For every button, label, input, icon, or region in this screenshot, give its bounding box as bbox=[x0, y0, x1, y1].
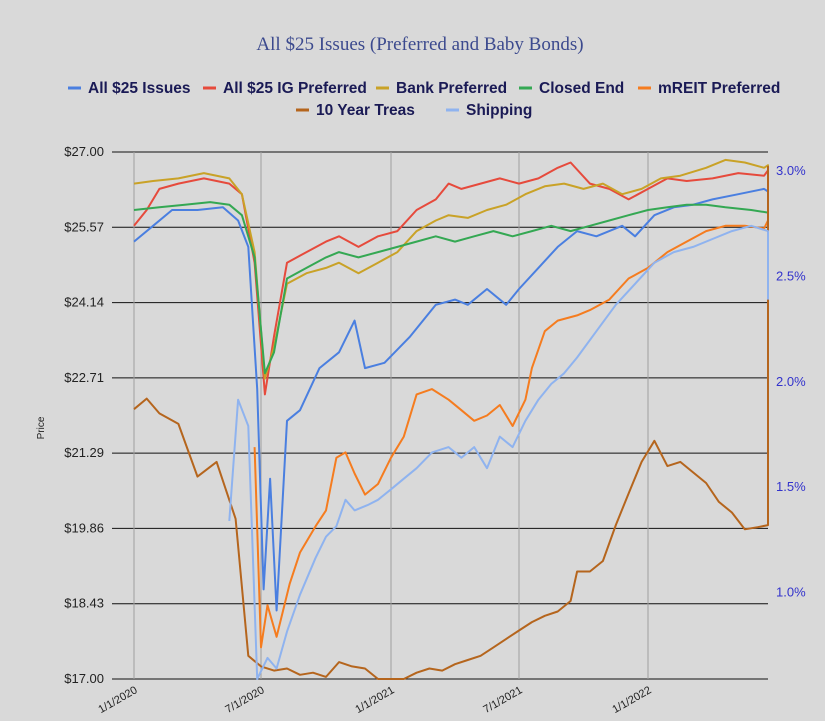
series-line-10-year-treas bbox=[133, 165, 769, 680]
y-tick-label: $18.43 bbox=[64, 596, 104, 611]
legend-item[interactable]: All $25 IG Preferred bbox=[203, 80, 367, 97]
legend-item[interactable]: Bank Preferred bbox=[376, 80, 507, 97]
y-tick-label: $25.57 bbox=[64, 219, 104, 234]
legend-label: mREIT Preferred bbox=[658, 80, 780, 97]
y2-tick-label: 1.5% bbox=[776, 479, 806, 494]
legend-label: Bank Preferred bbox=[396, 80, 507, 97]
legend-item[interactable]: Closed End bbox=[519, 80, 624, 97]
legend-item[interactable]: Shipping bbox=[446, 102, 532, 119]
y2-tick-label: 3.0% bbox=[776, 163, 806, 178]
y2-tick-label: 2.0% bbox=[776, 374, 806, 389]
legend-label: Shipping bbox=[466, 102, 532, 119]
legend-item[interactable]: mREIT Preferred bbox=[638, 80, 780, 97]
y-tick-label: $24.14 bbox=[64, 295, 104, 310]
legend-label: All $25 IG Preferred bbox=[223, 80, 367, 97]
y-axis-label: Price bbox=[36, 416, 47, 439]
series-line-shipping bbox=[228, 224, 769, 680]
y-tick-label: $19.86 bbox=[64, 520, 104, 535]
legend-label: Closed End bbox=[539, 80, 624, 97]
legend: All $25 Issues All $25 IG Preferred Bank P… bbox=[68, 80, 780, 119]
y-tick-label: $27.00 bbox=[64, 144, 104, 159]
legend-label: 10 Year Treas bbox=[316, 102, 415, 119]
series-group bbox=[133, 158, 769, 680]
grid bbox=[112, 151, 768, 680]
y-tick-label: $22.71 bbox=[64, 370, 104, 385]
legend-item[interactable]: All $25 Issues bbox=[68, 80, 191, 97]
y2-tick-label: 2.5% bbox=[776, 268, 806, 283]
y2-tick-label: 1.0% bbox=[776, 585, 806, 600]
y-tick-label: $17.00 bbox=[64, 671, 104, 686]
chart-title: All $25 Issues (Preferred and Baby Bonds… bbox=[256, 34, 583, 55]
legend-label: All $25 Issues bbox=[88, 80, 191, 97]
legend-item[interactable]: 10 Year Treas bbox=[296, 102, 415, 119]
y-tick-label: $21.29 bbox=[64, 445, 104, 460]
